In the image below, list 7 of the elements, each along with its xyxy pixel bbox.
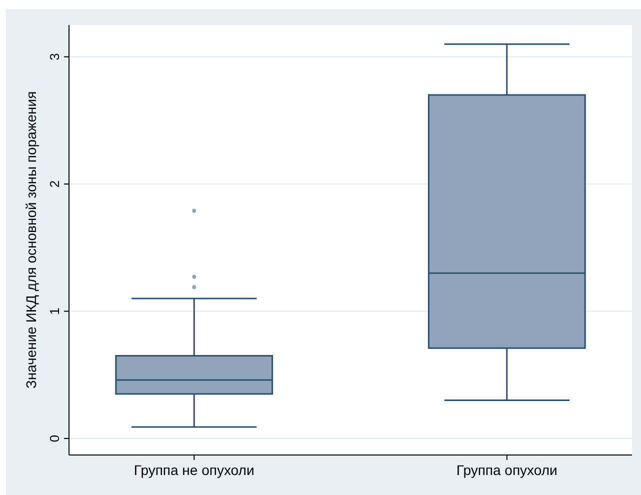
y-tick-label: 1: [47, 308, 62, 315]
x-tick-label: Группа не опухоли: [134, 462, 254, 478]
y-tick-label: 0: [47, 434, 62, 442]
y-axis-title: Значение ИКД для основной зоны поражения: [23, 91, 39, 389]
y-tick-label: 3: [47, 53, 62, 60]
y-tick-label: 2: [47, 180, 62, 188]
x-tick-label: Группа опухоли: [456, 462, 558, 478]
